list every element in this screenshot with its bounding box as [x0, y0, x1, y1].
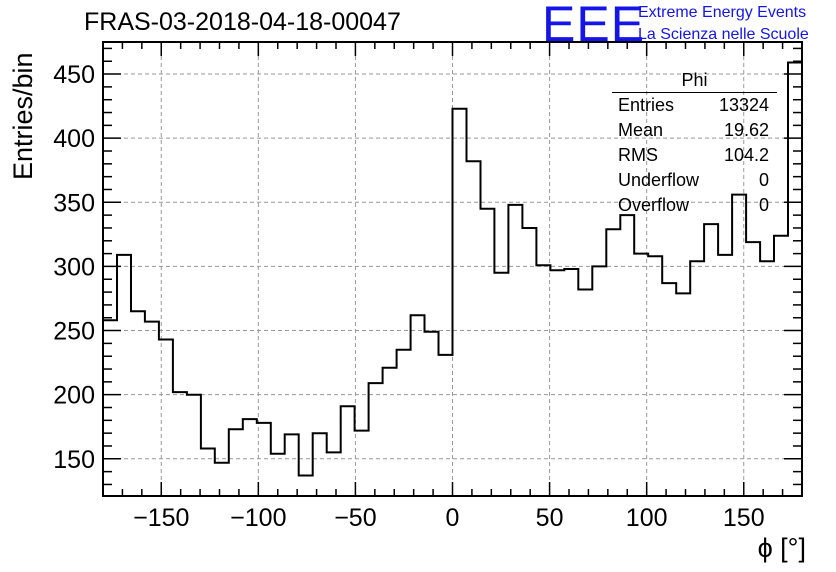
- histogram-bin: [662, 283, 676, 496]
- histogram-bin: [299, 475, 313, 496]
- run-title: FRAS-03-2018-04-18-00047: [84, 8, 401, 36]
- stats-label: RMS: [618, 145, 658, 165]
- histogram-bin: [215, 463, 229, 496]
- stats-value: 104.2: [723, 145, 769, 165]
- histogram-bin: [522, 228, 536, 496]
- histogram-bin: [271, 454, 285, 496]
- histogram-bin: [508, 205, 522, 496]
- stats-box: Phi Entries 13324 Mean 19.62 RMS 104.2 U…: [612, 70, 777, 218]
- histogram-bin: [173, 392, 187, 496]
- stats-row-overflow: Overflow 0: [612, 193, 777, 218]
- stats-row-mean: Mean 19.62: [612, 118, 777, 143]
- histogram-bin: [439, 355, 453, 496]
- stats-value: 0: [758, 195, 769, 215]
- x-tick-label: −50: [334, 504, 376, 532]
- stats-row-rms: RMS 104.2: [612, 143, 777, 168]
- histogram-bin: [676, 293, 690, 496]
- logo-line-2: La Scienza nelle Scuole: [638, 26, 809, 43]
- eee-logo: EEE: [542, 0, 646, 52]
- tick-labels: −150 −100 −50 0 50 100 150 150 200 250 300 350 400 45…: [53, 61, 764, 532]
- histogram-bin: [732, 195, 746, 496]
- plot-frame: [102, 41, 803, 497]
- y-tick-label: 350: [53, 189, 95, 217]
- histogram-bin: [355, 431, 369, 496]
- histogram-bin: [341, 406, 355, 496]
- stats-title: Phi: [612, 70, 777, 93]
- stats-row-underflow: Underflow 0: [612, 168, 777, 193]
- histogram-bin: [690, 261, 704, 496]
- y-axis-label: Entries/bin: [8, 52, 38, 180]
- histogram-bin: [187, 395, 201, 496]
- histogram-bin: [536, 265, 550, 496]
- histogram-bin: [229, 429, 243, 496]
- histogram-bin: [788, 63, 802, 496]
- histogram-bin: [201, 449, 215, 496]
- histogram-bin: [718, 255, 732, 496]
- histogram-bin: [620, 215, 634, 496]
- histogram-bin: [411, 315, 425, 496]
- x-tick-label: 100: [626, 504, 668, 532]
- histogram-bin: [704, 224, 718, 496]
- histogram-bin: [285, 434, 299, 496]
- logo-line-1: Extreme Energy Events: [638, 4, 807, 21]
- histogram-bin: [425, 332, 439, 496]
- histogram-bin: [606, 229, 620, 496]
- histogram-bin: [578, 290, 592, 496]
- histogram-bin: [453, 109, 467, 496]
- histogram-bin: [760, 261, 774, 496]
- stats-label: Mean: [618, 120, 664, 140]
- histogram-bin: [494, 273, 508, 496]
- histogram-bin: [257, 423, 271, 496]
- histogram-bin: [145, 322, 159, 496]
- histogram-bin: [634, 254, 648, 496]
- histogram-bin: [746, 242, 760, 496]
- stats-value: 0: [758, 170, 769, 190]
- histogram-bin: [103, 320, 117, 496]
- y-tick-label: 150: [53, 446, 95, 474]
- histogram-bin: [117, 255, 131, 496]
- histogram-bin: [243, 419, 257, 496]
- histogram-bin: [564, 269, 578, 496]
- histogram-bin: [369, 383, 383, 496]
- x-tick-label: 150: [723, 504, 765, 532]
- histogram-bin: [327, 452, 341, 496]
- histogram-bin: [397, 350, 411, 496]
- stats-value: 19.62: [723, 120, 769, 140]
- stats-label: Entries: [618, 95, 675, 115]
- histogram-bin: [313, 433, 327, 496]
- y-tick-label: 300: [53, 253, 95, 281]
- stats-label: Underflow: [618, 170, 700, 190]
- histogram-step-line: [103, 61, 802, 477]
- histogram-bin: [774, 236, 788, 496]
- histogram-bin: [131, 311, 145, 496]
- stats-label: Overflow: [618, 195, 690, 215]
- histogram-bin: [383, 368, 397, 496]
- histogram-bin: [592, 266, 606, 496]
- histogram-bin: [480, 209, 494, 496]
- axis-ticks: [102, 42, 803, 496]
- x-tick-label: −100: [230, 504, 286, 532]
- histogram-bin: [159, 340, 173, 496]
- histogram-bin: [648, 256, 662, 496]
- x-axis-label: ϕ [°]: [757, 533, 806, 563]
- x-tick-label: 50: [536, 504, 564, 532]
- y-tick-label: 250: [53, 318, 95, 346]
- x-tick-label: 0: [446, 504, 460, 532]
- y-tick-label: 200: [53, 382, 95, 410]
- y-tick-label: 450: [53, 61, 95, 89]
- stats-row-entries: Entries 13324: [612, 93, 777, 118]
- histogram-bin: [550, 270, 564, 496]
- x-tick-label: −150: [133, 504, 189, 532]
- y-tick-label: 400: [53, 125, 95, 153]
- histogram-bin: [466, 161, 480, 496]
- stats-value: 13324: [718, 95, 769, 115]
